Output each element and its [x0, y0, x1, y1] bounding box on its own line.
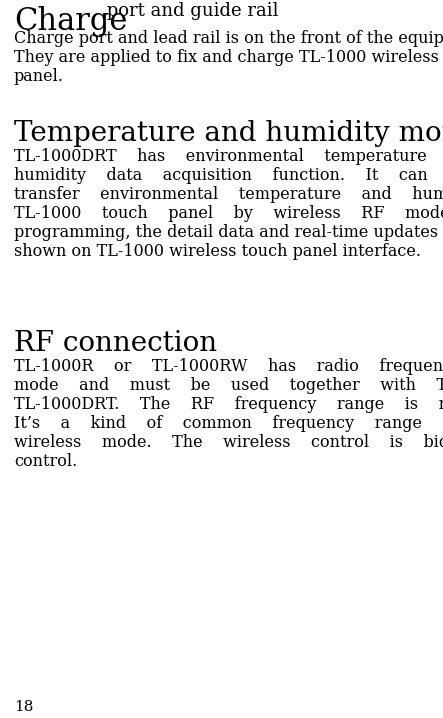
Text: port and guide rail: port and guide rail — [101, 2, 279, 20]
Text: TL-1000DRT.    The    RF    frequency    range    is    near    416MHz.: TL-1000DRT. The RF frequency range is ne… — [14, 396, 443, 413]
Text: TL-1000R    or    TL-1000RW    has    radio    frequency    control: TL-1000R or TL-1000RW has radio frequenc… — [14, 358, 443, 375]
Text: wireless    mode.    The    wireless    control    is    bidirectional: wireless mode. The wireless control is b… — [14, 434, 443, 451]
Text: Charge: Charge — [14, 6, 128, 37]
Text: panel.: panel. — [14, 68, 64, 85]
Text: control.: control. — [14, 453, 77, 470]
Text: humidity    data    acquisition    function.    It    can    periodically: humidity data acquisition function. It c… — [14, 167, 443, 184]
Text: TL-1000    touch    panel    by    wireless    RF    mode.    By: TL-1000 touch panel by wireless RF mode.… — [14, 205, 443, 222]
Text: programming, the detail data and real-time updates may be: programming, the detail data and real-ti… — [14, 224, 443, 241]
Text: shown on TL-1000 wireless touch panel interface.: shown on TL-1000 wireless touch panel in… — [14, 243, 421, 260]
Text: TL-1000DRT    has    environmental    temperature    and: TL-1000DRT has environmental temperature… — [14, 148, 443, 165]
Text: transfer    environmental    temperature    and    humidity    data    to: transfer environmental temperature and h… — [14, 186, 443, 203]
Text: Temperature and humidity monitoring: Temperature and humidity monitoring — [14, 120, 443, 147]
Text: Charge port and lead rail is on the front of the equipment.: Charge port and lead rail is on the fron… — [14, 30, 443, 47]
Text: 18: 18 — [14, 700, 33, 714]
Text: They are applied to fix and charge TL-1000 wireless touch: They are applied to fix and charge TL-10… — [14, 49, 443, 66]
Text: mode    and    must    be    used    together    with    TL-1000DR    or: mode and must be used together with TL-1… — [14, 377, 443, 394]
Text: RF connection: RF connection — [14, 330, 217, 357]
Text: It’s    a    kind    of    common    frequency    range    micro-power: It’s a kind of common frequency range mi… — [14, 415, 443, 432]
